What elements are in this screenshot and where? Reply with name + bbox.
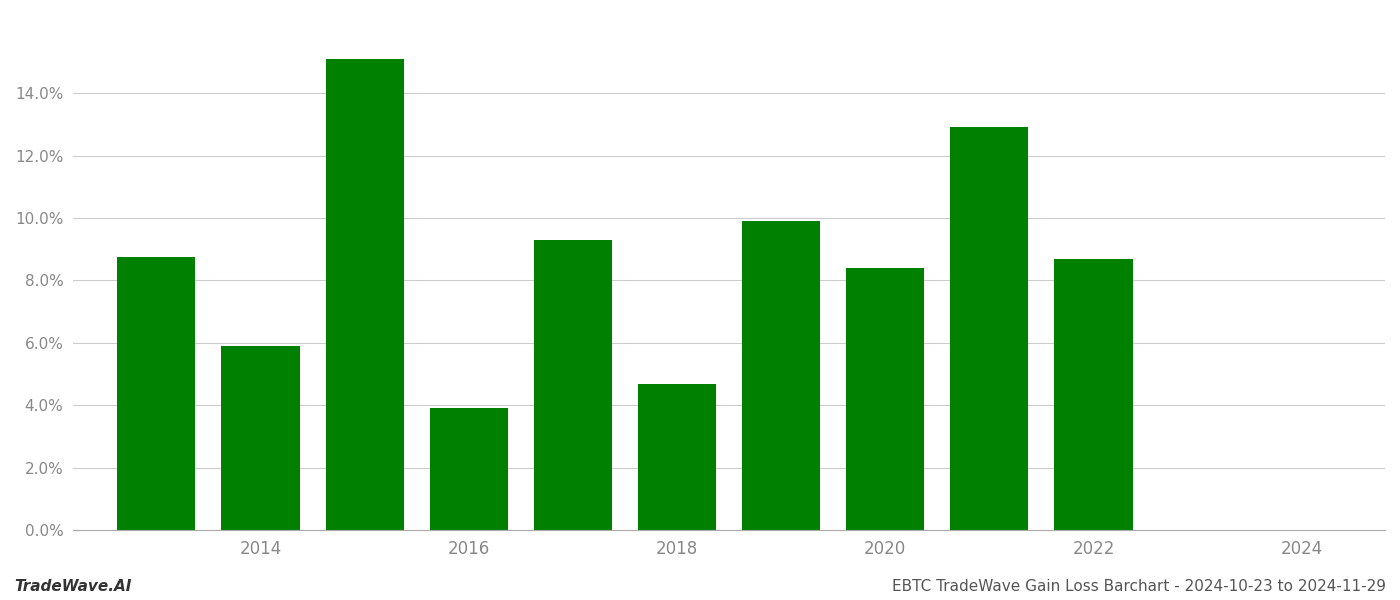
Bar <box>742 221 820 530</box>
Bar <box>118 257 196 530</box>
Bar <box>533 240 612 530</box>
Bar <box>221 346 300 530</box>
Bar <box>951 127 1029 530</box>
Bar <box>638 383 715 530</box>
Bar <box>846 268 924 530</box>
Bar <box>430 409 508 530</box>
Text: TradeWave.AI: TradeWave.AI <box>14 579 132 594</box>
Text: EBTC TradeWave Gain Loss Barchart - 2024-10-23 to 2024-11-29: EBTC TradeWave Gain Loss Barchart - 2024… <box>892 579 1386 594</box>
Bar <box>1054 259 1133 530</box>
Bar <box>326 59 403 530</box>
